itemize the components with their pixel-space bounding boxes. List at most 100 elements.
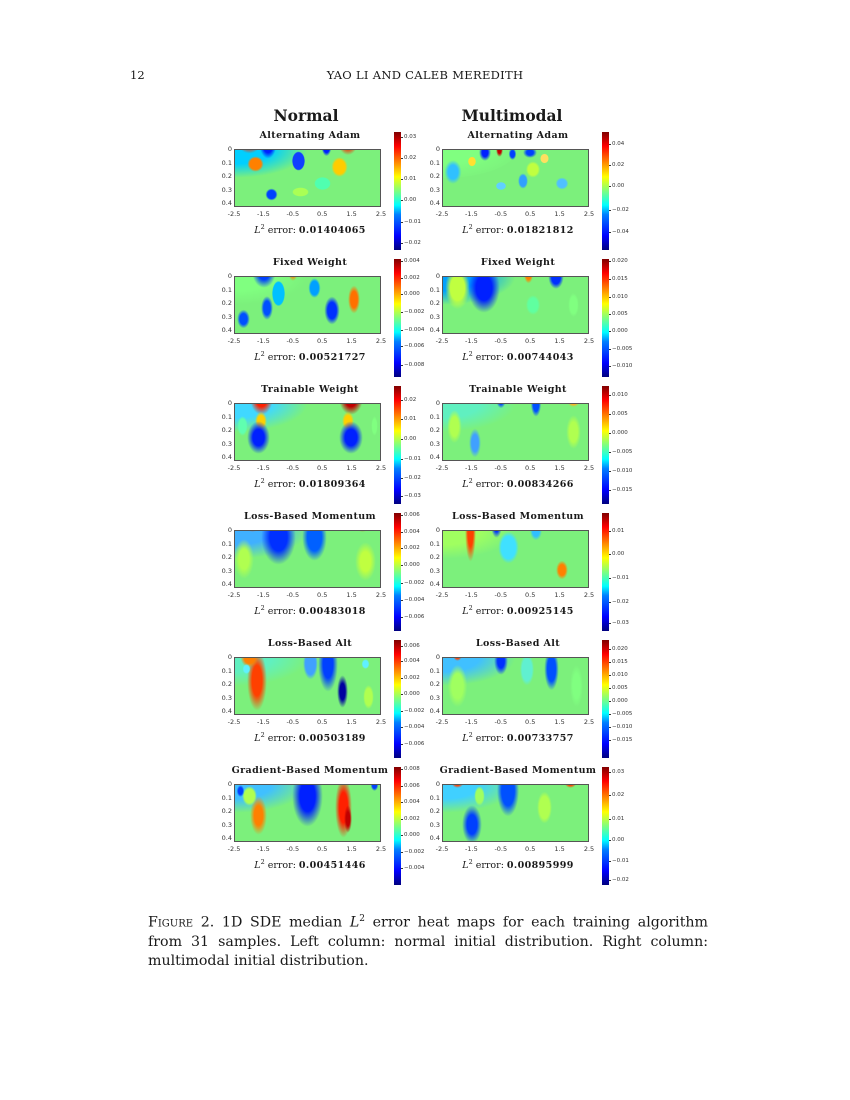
x-tick-label: 1.5 [346,210,357,218]
colorbar-tick-label: 0.000 [401,561,420,568]
heatmap-region [319,150,334,162]
y-tick-label: 0 [435,780,440,788]
heatmap-region [537,150,552,167]
x-tick-label: -1.5 [465,718,478,726]
colorbar-tick-label: −0.02 [401,475,421,482]
colorbar-tick-label: 0.020 [609,646,628,653]
l2-error-value: 0.01821812 [506,225,574,237]
heatmap-region [339,404,363,416]
heatmap-panel: Gradient-Based Momentum 0 0.1 0.2 0.3 0.4 -2.5… [428,765,629,890]
y-tick-label: 0.2 [429,172,440,180]
x-tick-label: 1.5 [554,845,565,853]
l2-error-value: 0.00483018 [298,606,366,618]
heatmap-region [339,420,363,455]
heatmap-region [522,277,535,286]
x-tick-label: -0.5 [286,591,300,599]
colorbar-tick-label: 0.000 [609,698,628,705]
y-tick-label: 0.4 [429,580,440,588]
heatmap-region [327,152,351,181]
l2-error-value: 0.00451446 [298,860,366,872]
heatmap-region [246,420,270,455]
y-tick-label: 0.2 [429,299,440,307]
x-tick-label: 0.5 [525,845,536,853]
colorbar-tick-label: 0.01 [400,176,417,183]
y-tick-label: 0.4 [221,580,232,588]
heatmap-region [443,158,464,187]
colorbar-tick-label: 0.01 [608,527,625,534]
panel-title: Fixed Weight [480,257,556,268]
colorbar-tick-label: 0.010 [609,672,628,679]
colorbar-tick-label: −0.004 [400,326,425,333]
colorbar-tick-label: 0.004 [401,258,420,265]
heatmap-region [243,152,267,176]
colorbar [394,386,401,504]
heatmap-region [470,404,486,406]
x-tick-label: -2.5 [435,337,449,345]
colorbar-tick-label: 0.01 [608,815,625,822]
heatmap-region [566,404,581,409]
heatmap-region [252,277,276,289]
colorbar-tick-label: 0.020 [609,258,628,265]
heatmap-region [291,785,324,827]
panel-title: Trainable Weight [469,384,567,395]
y-tick-label: 0.4 [221,453,232,461]
x-tick-label: 2.5 [375,337,387,345]
x-tick-label: 1.5 [346,845,357,853]
colorbar-tick-label: 0.004 [401,528,420,535]
x-tick-label: 2.5 [583,591,595,599]
heatmap-region [369,412,379,441]
l2-error-label: L2 error: 0.00834266 [462,477,574,491]
l2-error-label: L2 error: 0.00483018 [254,604,366,618]
y-tick-label: 0.3 [221,693,232,702]
heatmap-region [493,531,523,571]
colorbar-tick-label: 0.00 [400,436,417,443]
heatmap-region [359,658,372,671]
colorbar [602,132,609,250]
colorbar-tick-label: −0.004 [400,597,425,604]
x-tick-label: 2.5 [583,718,595,726]
colorbar-tick-label: −0.005 [608,449,633,456]
panel-title: Gradient-Based Momentum [439,765,597,776]
colorbar-tick-label: −0.02 [401,239,421,246]
colorbar-tick-label: −0.010 [608,724,633,731]
l2-error-label: L2 error: 0.00744043 [462,350,574,364]
y-tick-label: 0.2 [221,299,232,307]
x-tick-label: 1.5 [554,210,565,218]
x-tick-label: 2.5 [375,845,387,853]
colorbar-tick-label: 0.02 [608,162,625,169]
x-tick-label: -0.5 [494,210,508,218]
colorbar-tick-label: −0.002 [400,707,425,714]
y-tick-label: 0 [435,653,440,661]
heatmap-region [258,150,279,162]
colorbar-tick-label: −0.004 [400,865,425,872]
colorbar-tick-label: −0.004 [400,724,425,731]
x-tick-label: -2.5 [227,591,241,599]
y-tick-label: 0.4 [221,199,232,207]
y-tick-label: 0.4 [429,326,440,334]
colorbar-tick-label: 0.02 [608,792,625,799]
y-tick-label: 0.3 [429,820,440,829]
colorbar-tick-label: −0.006 [400,740,425,747]
colorbar-tick-label: −0.010 [608,467,633,474]
heatmap-plot [234,784,381,842]
colorbar-tick-label: −0.015 [608,737,633,744]
heatmap-region [445,406,464,446]
y-tick-label: 0.1 [429,158,440,167]
y-tick-label: 0.4 [221,326,232,334]
heatmap-region [522,150,538,159]
colorbar [602,386,609,504]
heatmap-region [479,150,491,162]
heatmap-panel: Fixed Weight 0 0.1 0.2 0.3 0.4 -2.5 -1.5 -0.5 0.5… [428,257,632,382]
l2-error-value: 0.00744043 [506,352,574,364]
heatmap-region [317,658,338,692]
colorbar-tick-label: 0.000 [401,691,420,698]
colorbar-tick-label: −0.015 [608,486,633,493]
colorbar [602,767,609,885]
y-tick-label: 0.1 [221,793,232,802]
y-tick-label: 0.4 [429,199,440,207]
colorbar-tick-label: −0.01 [401,456,421,463]
heatmap-region [472,785,487,811]
heatmap-region [240,662,253,677]
colorbar-tick-label: −0.010 [608,363,633,370]
heatmap-plot [442,403,589,461]
